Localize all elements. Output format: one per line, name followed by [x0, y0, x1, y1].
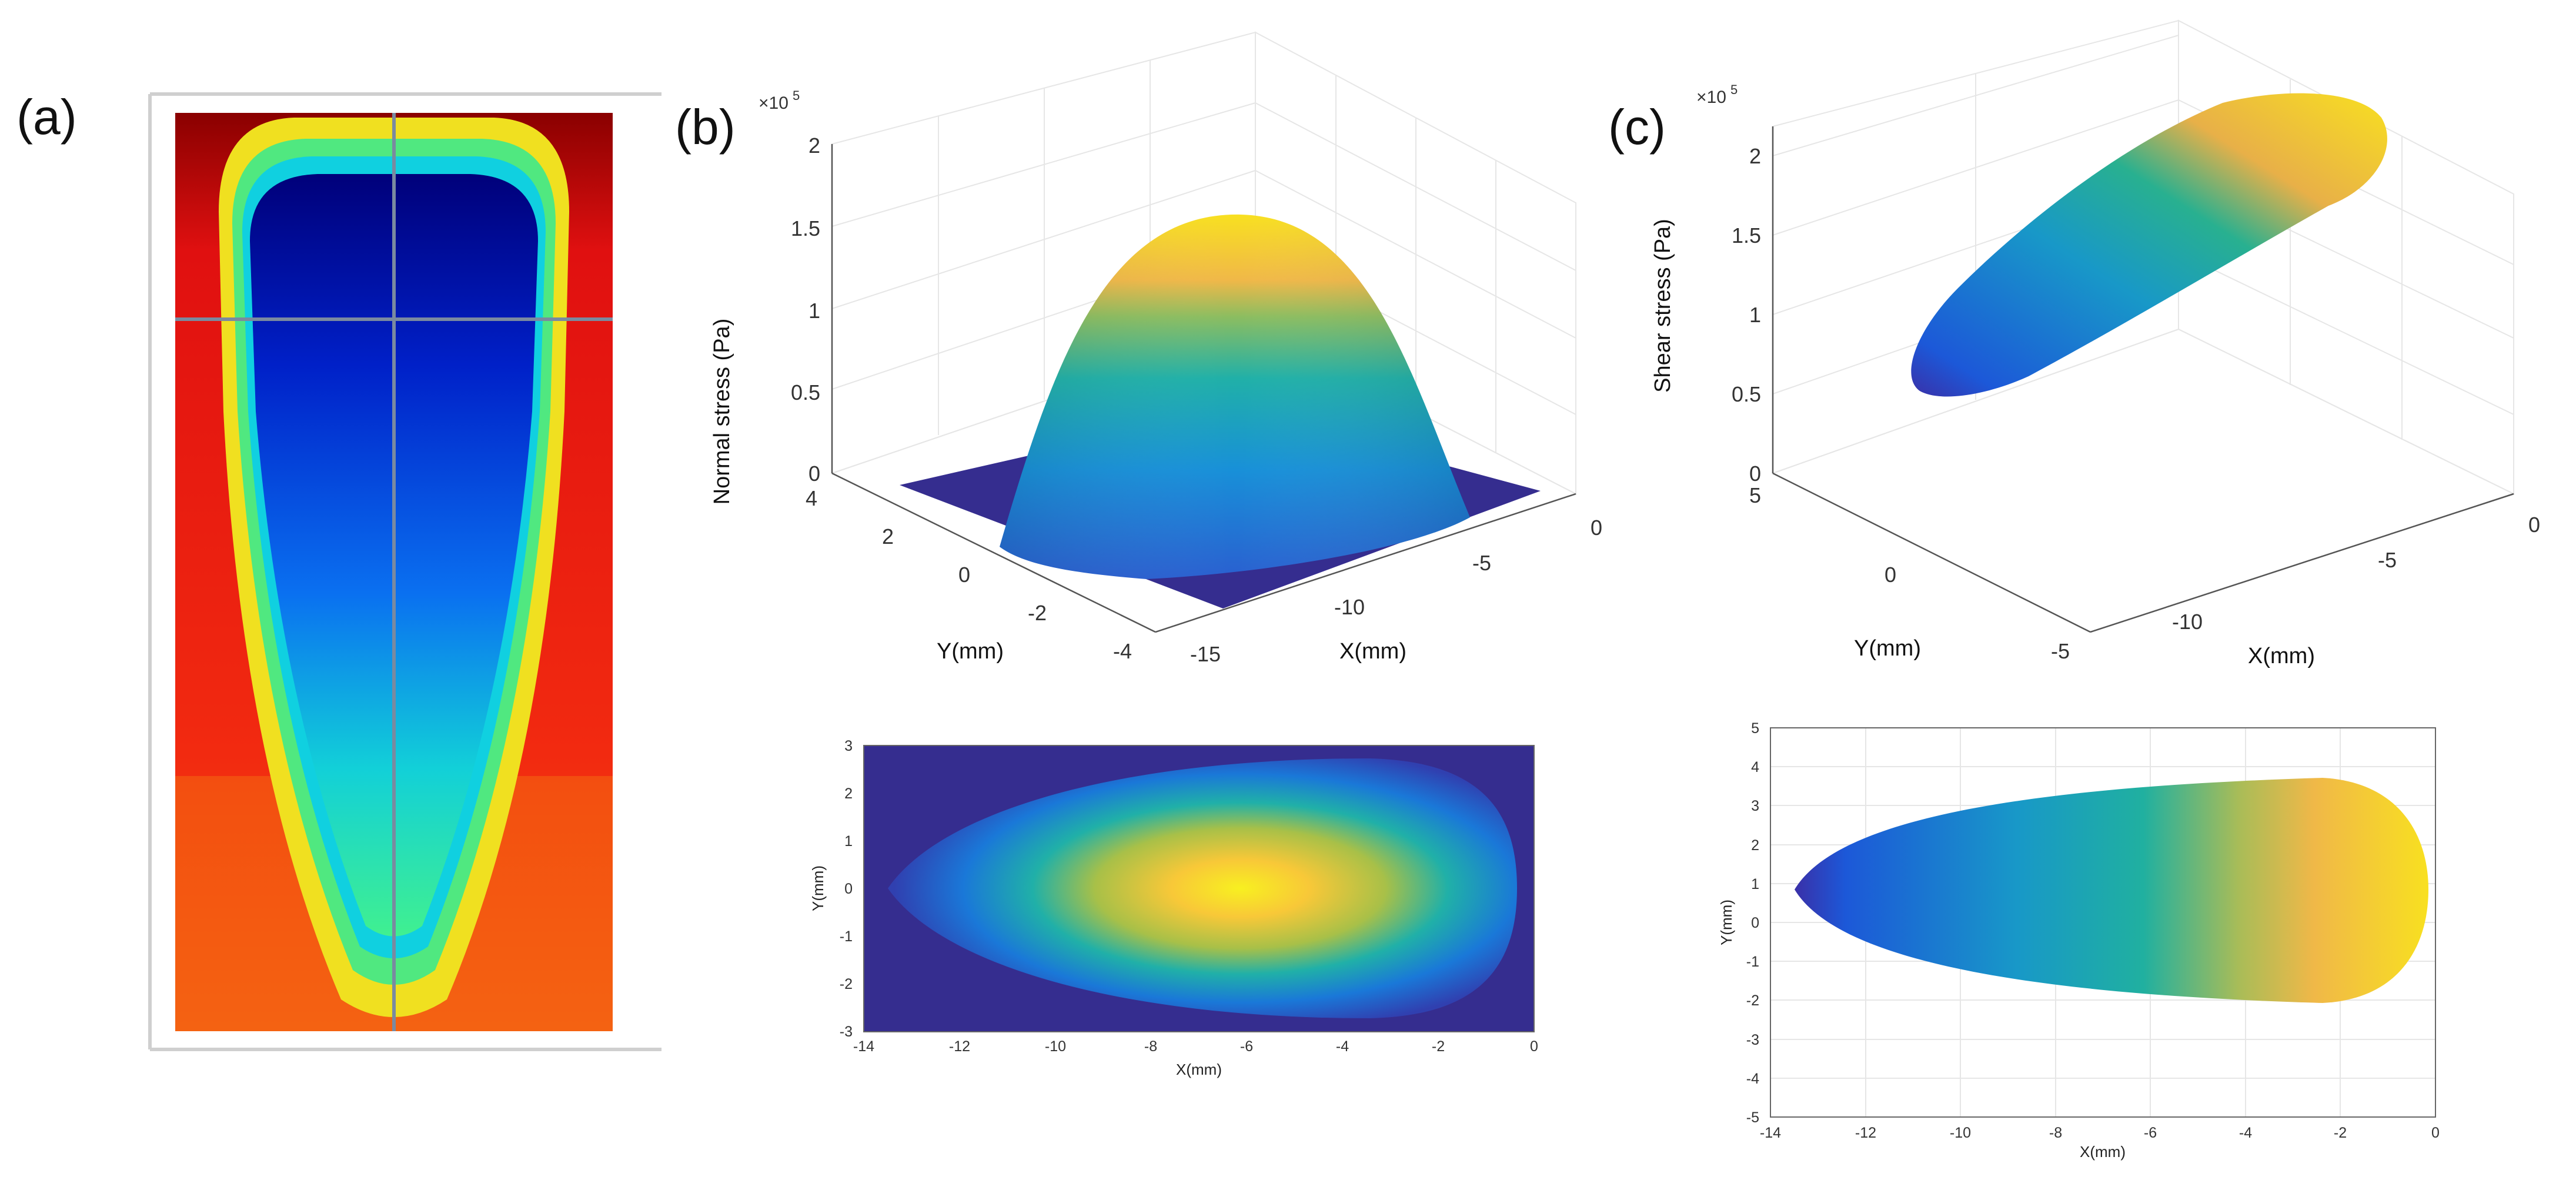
panel-b-yticks: 4 2 0 -2 -4	[806, 486, 1132, 663]
b2-xtick-1: -12	[949, 1038, 970, 1055]
panel-a-frame	[148, 92, 661, 1051]
b-zscale-exp: 5	[793, 88, 800, 103]
b-ztick-1: 0.5	[791, 380, 820, 404]
b2-xtick-2: -10	[1045, 1038, 1066, 1055]
panel-c-yticks: 5 0 -5	[1749, 483, 2070, 663]
b2-xtick-6: -2	[1432, 1038, 1445, 1055]
b2-ylabel: Y(mm)	[809, 865, 827, 911]
b-ylabel: Y(mm)	[937, 639, 1004, 664]
c2-xlabel: X(mm)	[2080, 1143, 2126, 1161]
panel-a-heatmap	[175, 113, 613, 1031]
panel-c-surface	[1911, 93, 2387, 397]
c2-ytick-2: 3	[1751, 798, 1759, 814]
c2-ytick-3: 2	[1751, 837, 1759, 854]
c-ytick-0: 5	[1749, 483, 1761, 507]
panel-label-a: (a)	[16, 89, 77, 145]
panel-b-heatmap	[864, 745, 1534, 1032]
b-ztick-4: 2	[808, 133, 820, 158]
panel-b2-xticks: -14 -12 -10 -8 -6 -4 -2 0	[853, 1038, 1538, 1055]
b-ytick-0: 4	[806, 486, 817, 510]
b-ztick-3: 1.5	[791, 216, 820, 240]
c-xlabel: X(mm)	[2248, 644, 2315, 668]
panel-c-zticks: 0 0.5 1 1.5 2	[1732, 144, 1761, 486]
c-ztick-0: 0	[1749, 462, 1761, 486]
panel-c-heatmap	[1795, 778, 2428, 1003]
b2-xtick-3: -8	[1144, 1038, 1157, 1055]
b2-xtick-5: -4	[1336, 1038, 1349, 1055]
b-xtick-3: 0	[1591, 516, 1602, 540]
b2-ytick-3: 0	[844, 881, 853, 897]
c-ylabel: Y(mm)	[1854, 636, 1921, 661]
panel-c2-frame	[1770, 727, 2436, 1118]
b-xtick-0: -15	[1190, 642, 1221, 666]
c2-xtick-5: -4	[2239, 1125, 2252, 1141]
panel-label-c: (c)	[1608, 99, 1666, 155]
b-xtick-1: -10	[1334, 595, 1365, 619]
c2-xtick-4: -6	[2144, 1125, 2157, 1141]
c-zscale-exp: 5	[1730, 82, 1738, 97]
c-xtick-0: -10	[2172, 610, 2203, 634]
c2-xtick-3: -8	[2049, 1125, 2062, 1141]
c-ztick-1: 0.5	[1732, 382, 1761, 406]
b-xtick-2: -5	[1472, 551, 1491, 575]
b2-ytick-4: -1	[840, 928, 853, 945]
c2-xtick-0: -14	[1760, 1125, 1781, 1141]
c2-ytick-9: -4	[1746, 1071, 1759, 1087]
b-ztick-0: 0	[808, 462, 820, 486]
c-ztick-3: 1.5	[1732, 223, 1761, 248]
b-ytick-3: -2	[1028, 601, 1047, 625]
c-zlabel: Shear stress (Pa)	[1650, 219, 1675, 393]
panel-b-zticks: 0 0.5 1 1.5 2	[791, 133, 820, 486]
b2-xtick-0: -14	[853, 1038, 874, 1055]
c2-ytick-10: -5	[1746, 1109, 1759, 1126]
c2-xtick-2: -10	[1950, 1125, 1971, 1141]
c-ytick-1: 0	[1885, 563, 1896, 587]
panel-b2-frame	[863, 745, 1535, 1032]
c2-ylabel: Y(mm)	[1718, 900, 1735, 945]
b2-ytick-6: -3	[840, 1024, 853, 1040]
b-ytick-1: 2	[882, 524, 894, 549]
panel-c-xticks: -10 -5 0	[2172, 513, 2540, 634]
b2-ytick-0: 3	[844, 738, 853, 754]
b2-xlabel: X(mm)	[1176, 1061, 1222, 1078]
c-xtick-2: 0	[2528, 513, 2540, 537]
b2-ytick-1: 2	[844, 785, 853, 802]
panel-b-xticks: -15 -10 -5 0	[1190, 516, 1602, 666]
panel-c-zscale: ×10 5	[1696, 82, 1738, 107]
c-zscale: ×10	[1696, 88, 1726, 107]
panel-label-b: (b)	[675, 99, 736, 155]
c2-ytick-4: 1	[1751, 876, 1759, 892]
b-zscale: ×10	[759, 93, 788, 113]
c2-ytick-1: 4	[1751, 759, 1759, 775]
panel-c2-yticks: 5 4 3 2 1 0 -1 -2 -3 -4 -5	[1746, 720, 1759, 1126]
c2-ytick-0: 5	[1751, 720, 1759, 737]
c2-ytick-5: 0	[1751, 915, 1759, 931]
c-ztick-2: 1	[1749, 303, 1761, 327]
c-ztick-4: 2	[1749, 144, 1761, 168]
c-xtick-1: -5	[2378, 548, 2397, 572]
c2-xtick-1: -12	[1855, 1125, 1876, 1141]
panel-b-zscale: ×10 5	[759, 88, 800, 113]
panel-c-3d-axes	[1771, 19, 2515, 633]
c2-ytick-6: -1	[1746, 954, 1759, 970]
b-ytick-4: -4	[1113, 639, 1132, 663]
c2-ytick-7: -2	[1746, 992, 1759, 1009]
panel-b2-yticks: 3 2 1 0 -1 -2 -3	[840, 738, 853, 1040]
panel-c2-xticks: -14 -12 -10 -8 -6 -4 -2 0	[1760, 1125, 2440, 1141]
b2-ytick-5: -2	[840, 976, 853, 992]
b2-ytick-2: 1	[844, 833, 853, 850]
c2-xtick-7: 0	[2431, 1125, 2440, 1141]
c2-ytick-8: -3	[1746, 1032, 1759, 1048]
b-zlabel: Normal stress (Pa)	[710, 319, 734, 505]
panel-b-surface	[900, 214, 1541, 608]
b2-xtick-4: -6	[1240, 1038, 1253, 1055]
b-ytick-2: 0	[958, 563, 970, 587]
b-ztick-2: 1	[808, 299, 820, 323]
c-ytick-2: -5	[2051, 639, 2070, 663]
c2-xtick-6: -2	[2334, 1125, 2347, 1141]
b-xlabel: X(mm)	[1339, 639, 1406, 664]
b2-xtick-7: 0	[1530, 1038, 1538, 1055]
